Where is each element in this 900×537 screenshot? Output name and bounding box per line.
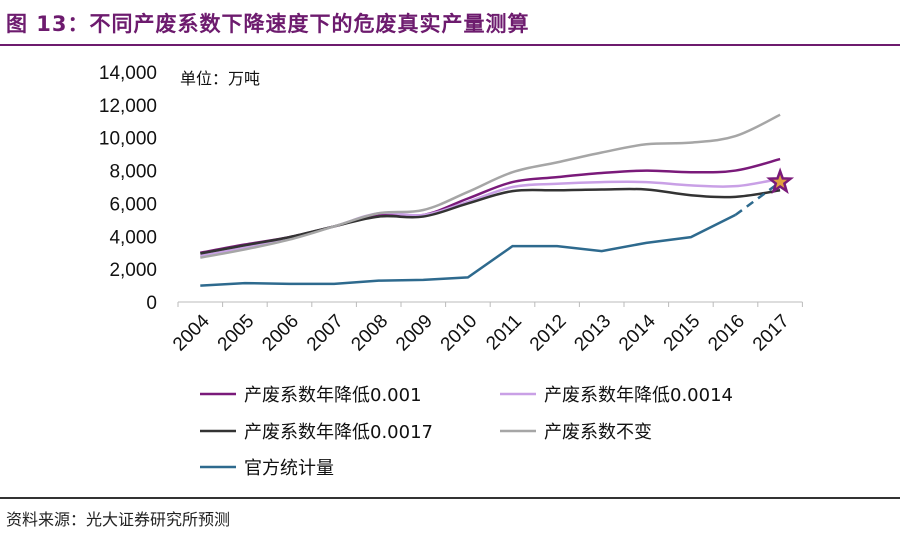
legend-label: 官方统计量 — [244, 458, 334, 479]
legend-label: 产废系数年降低0.001 — [244, 385, 422, 406]
legend-label: 产废系数年降低0.0014 — [544, 385, 733, 406]
x-tick-label: 2016 — [704, 311, 749, 356]
y-tick-label: 12,000 — [99, 96, 157, 117]
x-tick-label: 2007 — [303, 311, 348, 356]
unit-label: 单位：万吨 — [180, 69, 260, 88]
figure-title: 图 13：不同产废系数下降速度下的危废真实产量测算 — [6, 12, 530, 36]
source-note: 资料来源：光大证券研究所预测 — [6, 510, 231, 529]
series-line-official-projection — [734, 181, 781, 216]
legend-label: 产废系数不变 — [544, 422, 652, 443]
x-tick-label: 2012 — [526, 311, 571, 356]
legend-label: 产废系数年降低0.0017 — [244, 422, 433, 443]
x-tick-label: 2009 — [392, 311, 437, 356]
x-tick-label: 2011 — [482, 311, 526, 355]
x-tick-label: 2004 — [169, 310, 214, 355]
x-tick-label: 2005 — [214, 311, 259, 356]
x-tick-label: 2014 — [615, 310, 660, 355]
series-line-official — [200, 213, 737, 287]
y-tick-label: 10,000 — [99, 129, 157, 150]
x-tick-label: 2013 — [570, 311, 615, 356]
x-tick-label: 2017 — [749, 311, 794, 356]
y-tick-label: 14,000 — [99, 63, 157, 84]
y-tick-label: 2,000 — [109, 260, 157, 281]
y-tick-label: 6,000 — [109, 194, 157, 215]
x-tick-label: 2006 — [258, 311, 303, 356]
title-divider — [0, 44, 900, 46]
x-tick-label: 2010 — [437, 311, 482, 356]
x-tick-label: 2008 — [347, 311, 392, 356]
line-chart: 0 2,000 4,000 6,000 8,000 10,000 12,000 14,000 2… — [99, 63, 803, 479]
y-tick-label: 0 — [146, 293, 157, 314]
star-marker — [766, 167, 795, 194]
y-tick-label: 4,000 — [109, 227, 157, 248]
source-divider — [0, 497, 900, 499]
series-line-2 — [200, 187, 781, 255]
series-line-3 — [200, 113, 781, 259]
x-tick-label: 2015 — [660, 311, 705, 356]
y-tick-label: 8,000 — [109, 162, 157, 183]
